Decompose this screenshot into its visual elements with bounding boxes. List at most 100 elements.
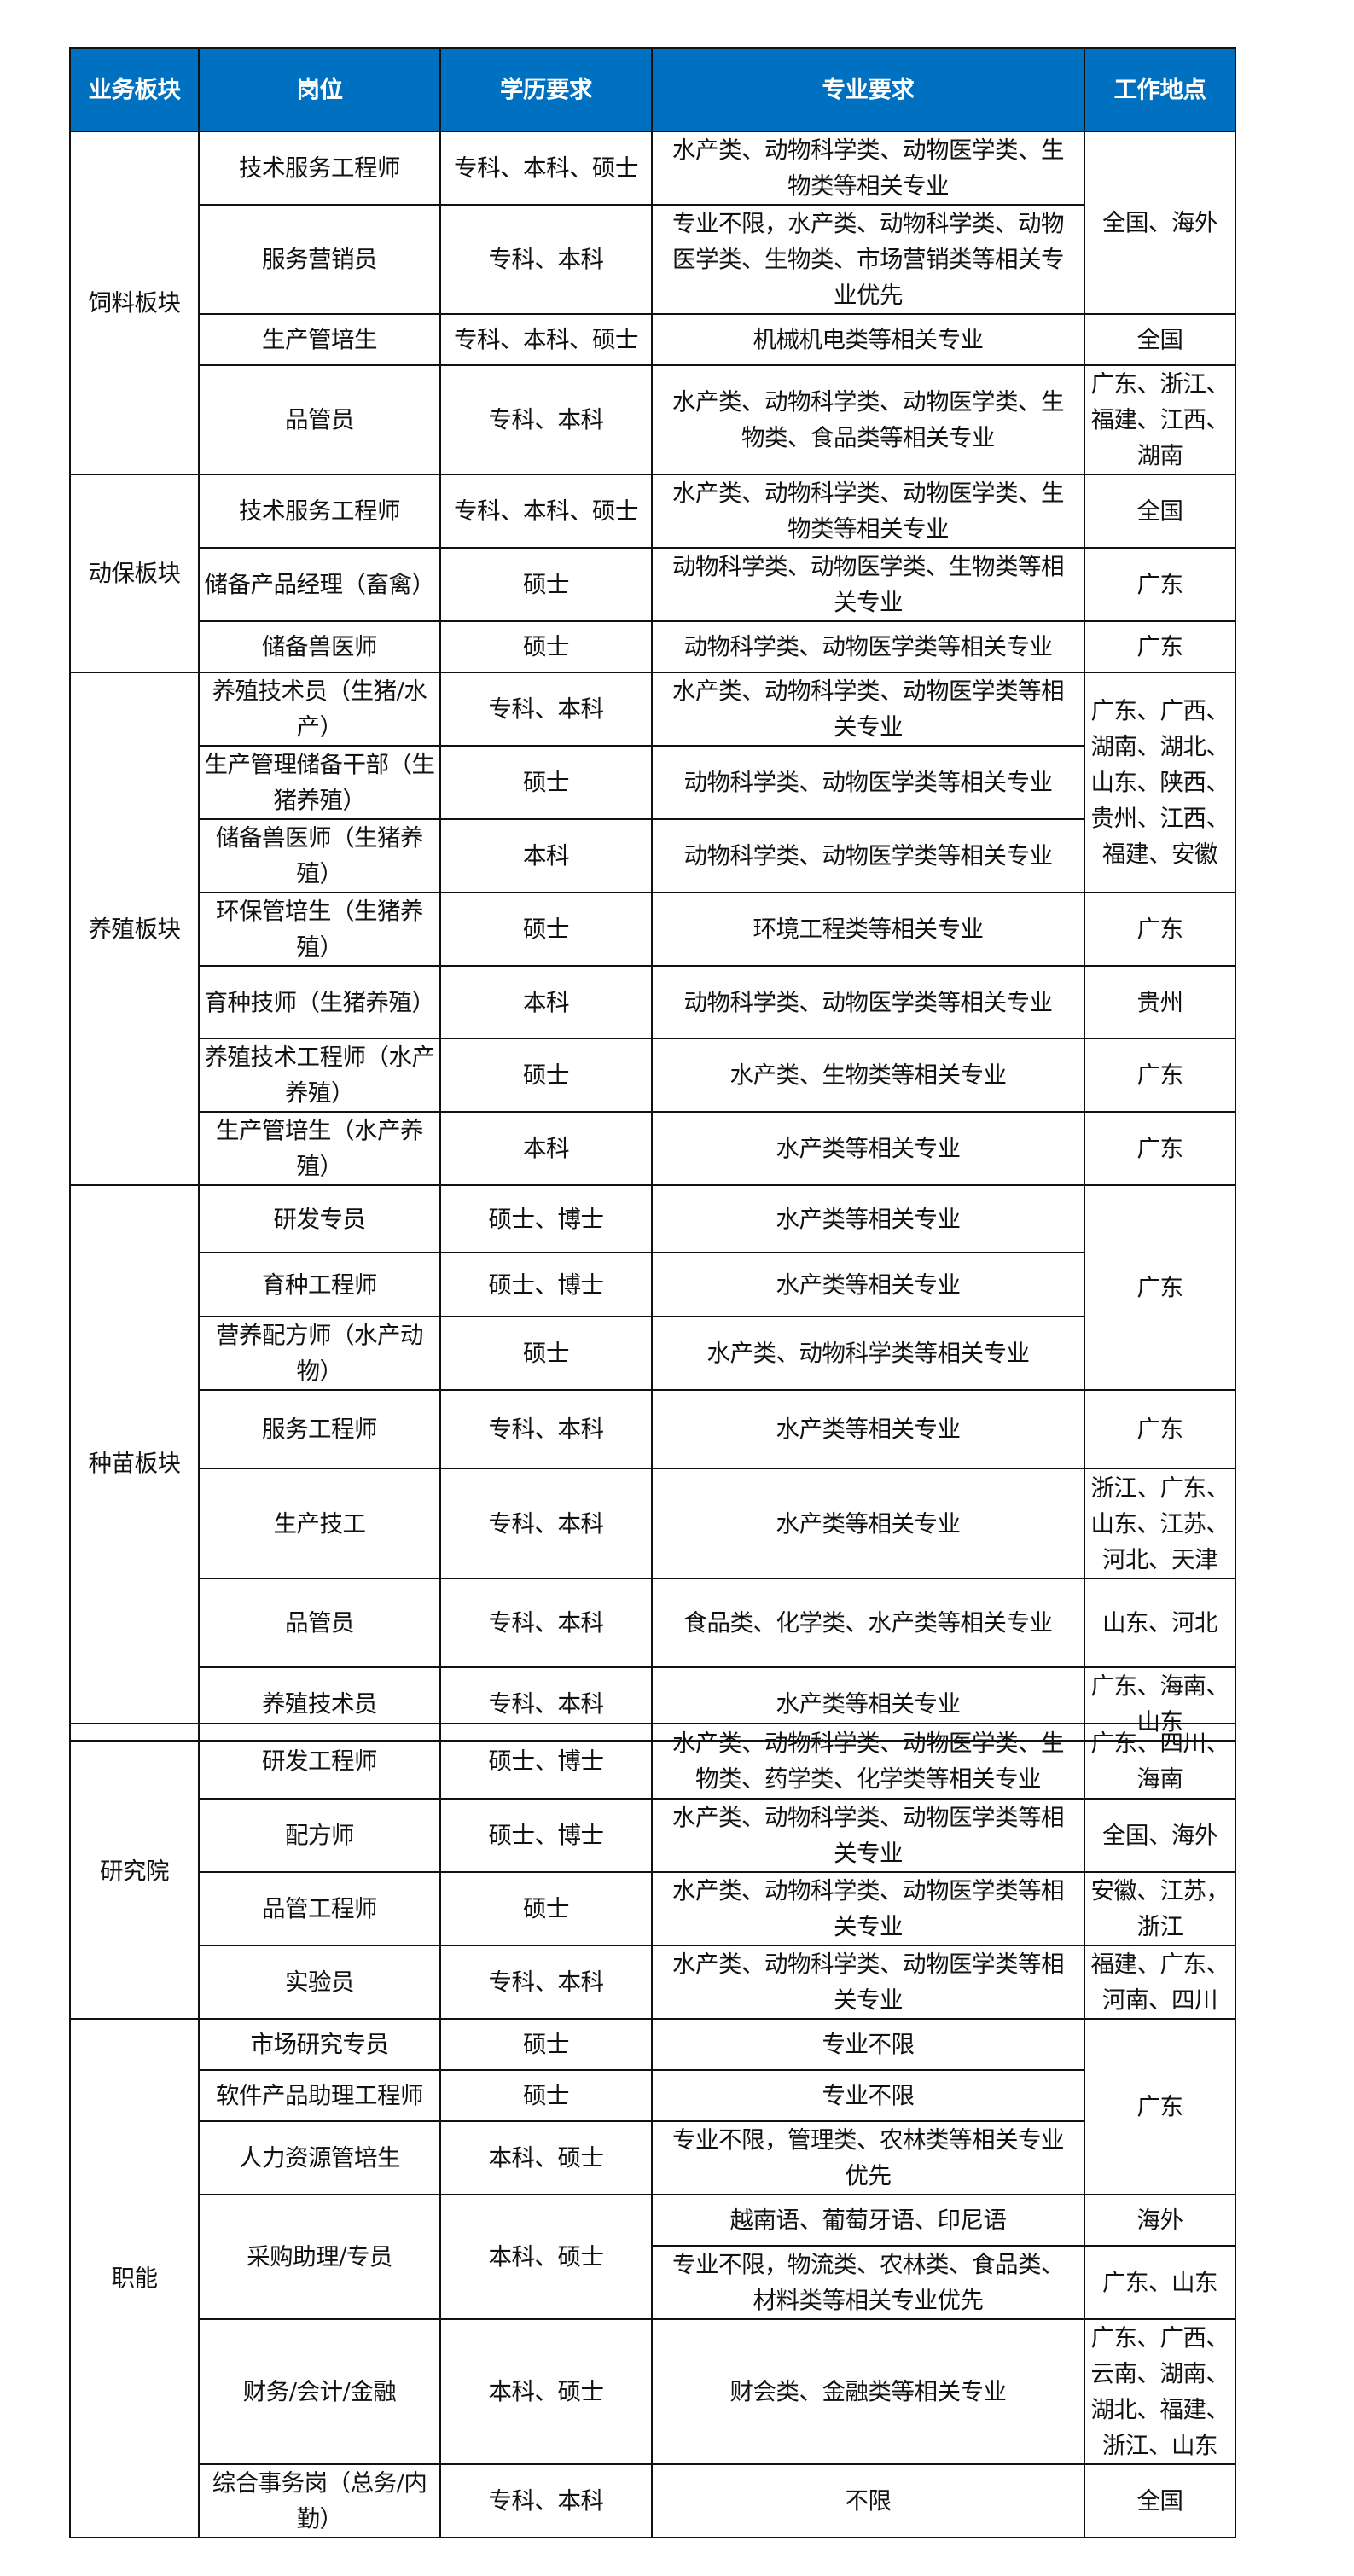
location-cell: 广东	[1084, 892, 1236, 967]
education-cell: 专科、本科	[439, 1945, 653, 2020]
position-cell: 生产管培生（水产养殖）	[198, 1111, 441, 1186]
education-cell: 本科	[439, 818, 653, 893]
major-cell: 环境工程类等相关专业	[651, 892, 1085, 967]
education-cell: 专科、本科	[439, 1578, 653, 1668]
position-cell: 养殖技术员（生猪/水产）	[198, 672, 441, 747]
position-cell: 人力资源管培生	[198, 2120, 441, 2195]
location-cell: 贵州	[1084, 965, 1236, 1039]
position-cell: 服务营销员	[198, 204, 441, 315]
major-cell: 专业不限，水产类、动物科学类、动物医学类、生物类、市场营销类等相关专业优先	[651, 204, 1085, 315]
business-unit-cell: 研究院	[69, 1723, 200, 2020]
table-row: 综合事务岗（总务/内勤） 专科、本科 不限 全国	[70, 2463, 1236, 2538]
location-cell: 全国	[1084, 2463, 1236, 2538]
position-cell: 品管工程师	[198, 1871, 441, 1946]
position-cell: 配方师	[198, 1798, 441, 1873]
table-row: 营养配方师（水产动物） 硕士 水产类、动物科学类等相关专业	[70, 1316, 1235, 1391]
table-row: 生产技工 专科、本科 水产类等相关专业 浙江、广东、山东、江苏、河北、天津	[70, 1468, 1236, 1579]
position-cell: 市场研究专员	[198, 2018, 441, 2071]
major-cell: 水产类等相关专业	[651, 1252, 1085, 1317]
table-row: 种苗板块 研发专员 硕士、博士 水产类等相关专业 广东	[69, 1184, 1236, 1742]
position-cell: 采购助理/专员	[198, 2194, 441, 2320]
position-cell: 育种技师（生猪养殖）	[198, 965, 441, 1039]
major-cell: 动物科学类、动物医学类、生物类等相关专业	[651, 547, 1085, 622]
table-row: 储备兽医师 硕士 动物科学类、动物医学类等相关专业 广东	[70, 620, 1236, 673]
location-cell: 广东、四川、海南	[1084, 1723, 1236, 1800]
major-cell: 水产类、动物科学类、动物医学类、生物类、药学类、化学类等相关专业	[651, 1723, 1085, 1800]
education-cell: 本科、硕士	[439, 2318, 653, 2465]
education-cell: 本科、硕士	[439, 2194, 653, 2320]
location-cell: 广东、浙江、福建、江西、湖南	[1084, 364, 1236, 475]
position-cell: 技术服务工程师	[198, 474, 441, 549]
business-unit-cell: 养殖板块	[69, 672, 200, 1186]
major-cell: 水产类、动物科学类、动物医学类等相关专业	[651, 1945, 1085, 2020]
major-cell: 动物科学类、动物医学类等相关专业	[651, 745, 1085, 820]
major-cell: 动物科学类、动物医学类等相关专业	[651, 818, 1085, 893]
table-row: 生产管培生（水产养殖） 本科 水产类等相关专业 广东	[70, 1111, 1236, 1186]
header-major: 专业要求	[651, 47, 1085, 132]
location-cell: 广东、山东	[1084, 2245, 1236, 2320]
major-cell: 专业不限，物流类、农林类、食品类、材料类等相关专业优先	[651, 2245, 1085, 2320]
education-cell: 硕士	[439, 620, 653, 673]
recruitment-table: 业务板块 岗位 学历要求 专业要求 工作地点 饲料板块 技术服务工程师 专科、本科、…	[69, 47, 1236, 1742]
major-cell: 水产类、动物科学类、动物医学类等相关专业	[651, 1798, 1085, 1873]
table-row: 财务/会计/金融 本科、硕士 财会类、金融类等相关专业 广东、广西、云南、湖南、湖北、…	[70, 2318, 1236, 2465]
education-cell: 专科、本科	[439, 364, 653, 475]
position-cell: 品管员	[198, 364, 441, 475]
location-cell: 全国、海外	[1084, 1798, 1236, 1873]
education-cell: 硕士、博士	[439, 1798, 653, 1873]
table-row: 饲料板块 技术服务工程师 专科、本科、硕士 水产类、动物科学类、动物医学类、生物类等相…	[69, 131, 1236, 475]
business-unit-cell: 饲料板块	[69, 131, 200, 475]
education-cell: 本科	[439, 1111, 653, 1186]
location-cell: 广东	[1084, 620, 1236, 673]
location-cell: 广东	[1084, 547, 1236, 622]
education-cell: 专科、本科、硕士	[439, 313, 653, 366]
table-row: 储备产品经理（畜禽） 硕士 动物科学类、动物医学类、生物类等相关专业 广东	[70, 547, 1236, 622]
major-cell: 动物科学类、动物医学类等相关专业	[651, 620, 1085, 673]
education-cell: 专科、本科	[439, 204, 653, 315]
position-cell: 综合事务岗（总务/内勤）	[198, 2463, 441, 2538]
table-row: 育种工程师 硕士、博士 水产类等相关专业	[70, 1252, 1235, 1317]
table-row: 环保管培生（生猪养殖） 硕士 环境工程类等相关专业 广东	[70, 892, 1236, 967]
header-business-unit: 业务板块	[69, 47, 200, 132]
position-cell: 软件产品助理工程师	[198, 2069, 441, 2122]
major-cell: 水产类、动物科学类、动物医学类等相关专业	[651, 672, 1085, 747]
education-cell: 本科、硕士	[439, 2120, 653, 2195]
table-row: 软件产品助理工程师 硕士 专业不限	[70, 2069, 1235, 2122]
location-cell: 全国、海外	[1084, 131, 1236, 315]
position-cell: 服务工程师	[198, 1389, 441, 1469]
major-cell: 水产类、动物科学类等相关专业	[651, 1316, 1085, 1391]
major-cell: 越南语、葡萄牙语、印尼语	[651, 2194, 1085, 2247]
table-row: 育种技师（生猪养殖） 本科 动物科学类、动物医学类等相关专业 贵州	[70, 965, 1236, 1039]
location-cell: 安徽、江苏，浙江	[1084, 1871, 1236, 1946]
education-cell: 专科、本科、硕士	[439, 131, 653, 206]
header-position: 岗位	[198, 47, 441, 132]
position-cell: 财务/会计/金融	[198, 2318, 441, 2465]
table-row: 服务营销员 专科、本科 专业不限，水产类、动物科学类、动物医学类、生物类、市场营销类…	[70, 204, 1235, 315]
major-cell: 水产类、动物科学类、动物医学类等相关专业	[651, 1871, 1085, 1946]
location-cell: 全国	[1084, 313, 1236, 366]
table-row: 实验员 专科、本科 水产类、动物科学类、动物医学类等相关专业 福建、广东、河南、四川	[70, 1945, 1236, 2020]
location-cell: 广东	[1084, 1111, 1236, 1186]
table-row: 生产管理储备干部（生猪养殖） 硕士 动物科学类、动物医学类等相关专业	[70, 745, 1235, 820]
position-cell: 储备兽医师（生猪养殖）	[198, 818, 441, 893]
education-cell: 硕士、博士	[439, 1184, 653, 1253]
major-cell: 水产类等相关专业	[651, 1184, 1085, 1253]
table-row: 养殖板块 养殖技术员（生猪/水产） 专科、本科 水产类、动物科学类、动物医学类等相关专…	[69, 672, 1236, 1186]
education-cell: 硕士	[439, 1316, 653, 1391]
location-cell: 广东	[1084, 1389, 1236, 1469]
location-cell: 山东、河北	[1084, 1578, 1236, 1668]
location-cell: 广东、广西、云南、湖南、湖北、福建、浙江、山东	[1084, 2318, 1236, 2465]
position-cell: 研发专员	[198, 1184, 441, 1253]
education-cell: 本科	[439, 965, 653, 1039]
major-cell: 水产类、生物类等相关专业	[651, 1038, 1085, 1113]
education-cell: 专科、本科	[439, 2463, 653, 2538]
major-cell: 水产类、动物科学类、动物医学类、生物类等相关专业	[651, 131, 1085, 206]
table-row: 品管工程师 硕士 水产类、动物科学类、动物医学类等相关专业 安徽、江苏，浙江	[70, 1871, 1236, 1946]
position-cell: 生产技工	[198, 1468, 441, 1579]
position-cell: 品管员	[198, 1578, 441, 1668]
education-cell: 硕士	[439, 1038, 653, 1113]
table-row: 养殖技术工程师（水产养殖） 硕士 水产类、生物类等相关专业 广东	[70, 1038, 1236, 1113]
major-cell: 水产类等相关专业	[651, 1389, 1085, 1469]
header-row: 业务板块 岗位 学历要求 专业要求 工作地点	[69, 47, 1236, 132]
position-cell: 营养配方师（水产动物）	[198, 1316, 441, 1391]
